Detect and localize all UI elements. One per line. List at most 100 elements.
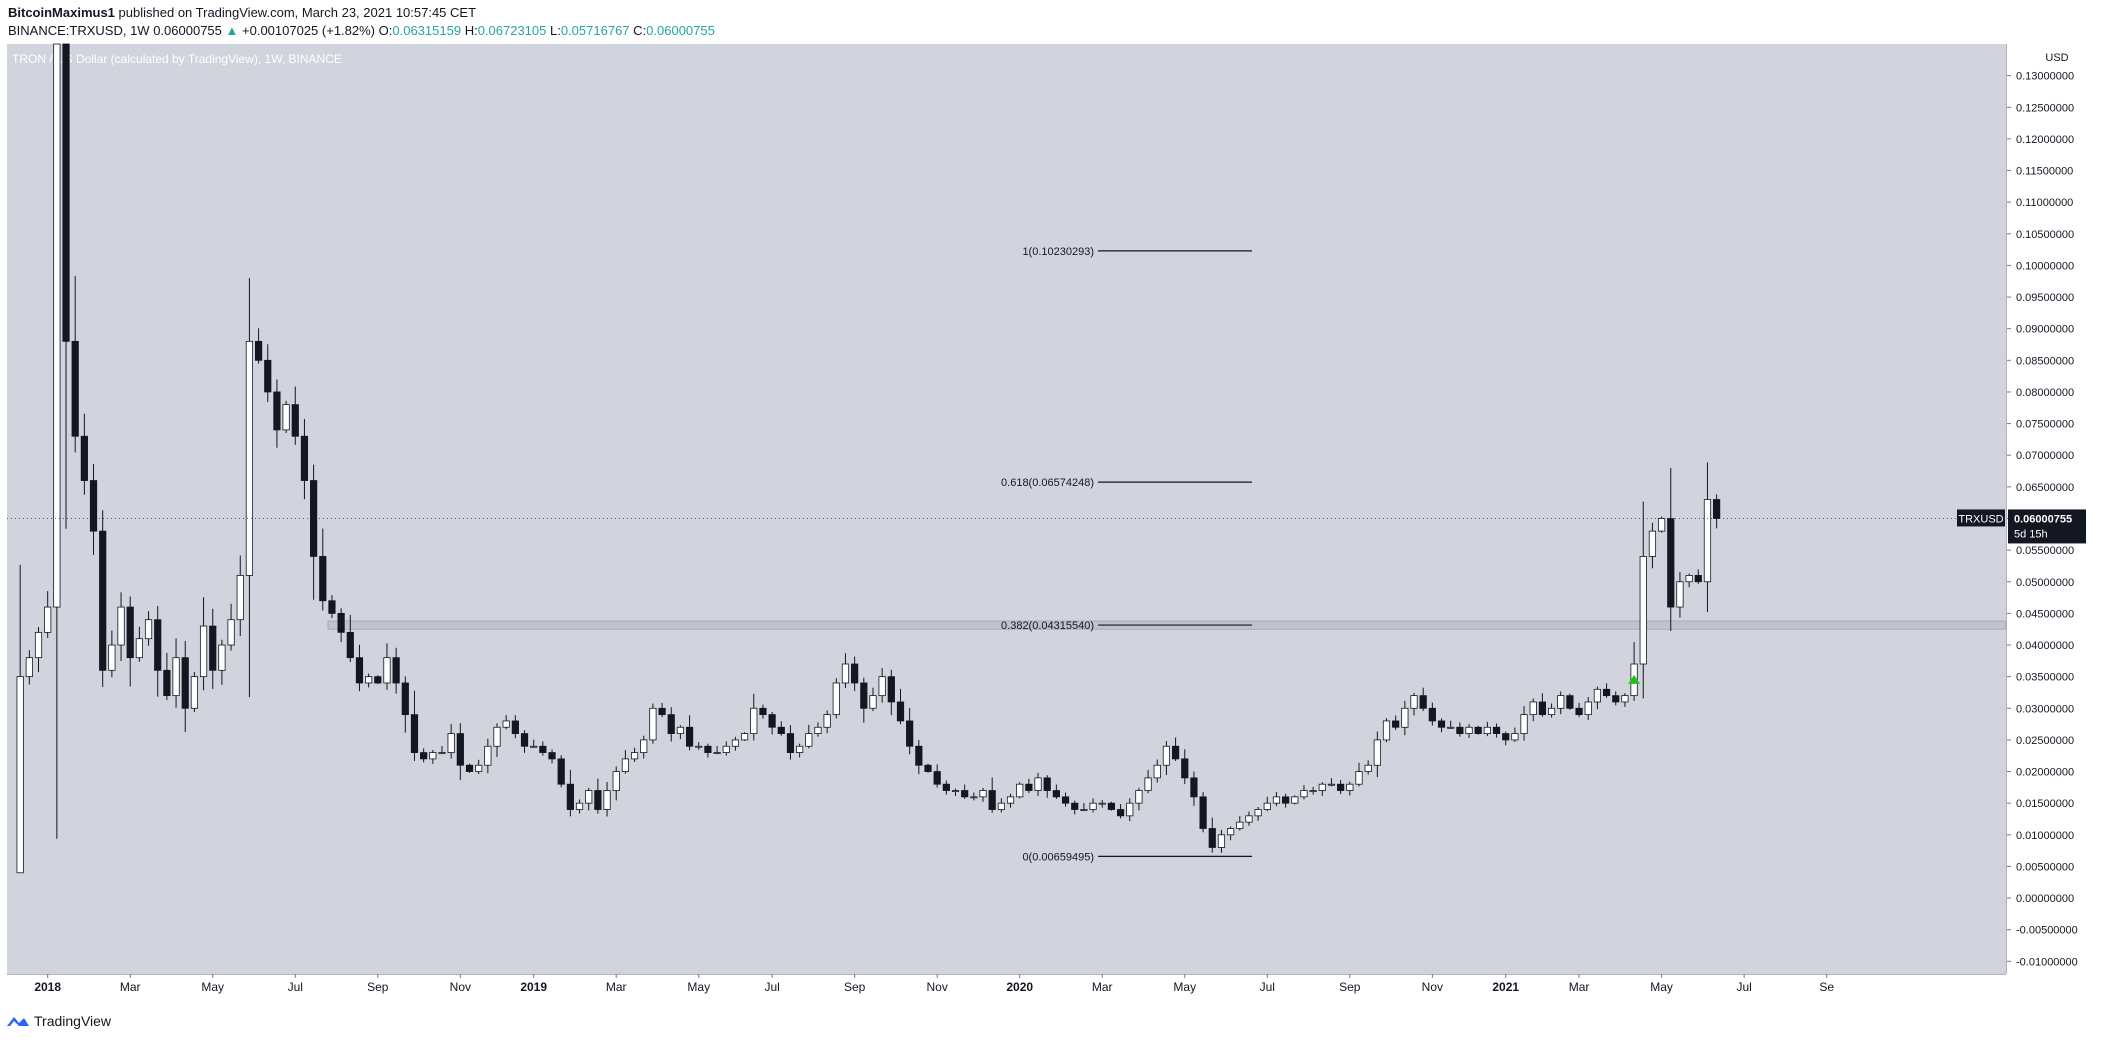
candle [603, 781, 611, 817]
y-tick-label: 0.05000000 [2016, 577, 2074, 589]
candle [62, 43, 70, 529]
candle [172, 638, 180, 708]
candle [1190, 771, 1198, 806]
candle [1703, 462, 1712, 613]
candle [1025, 778, 1033, 794]
y-tick-label: 0.04000000 [2016, 640, 2074, 652]
y-tick-label: 0.09500000 [2016, 292, 2074, 304]
candle [282, 400, 290, 433]
candle [44, 591, 52, 638]
candle [942, 780, 950, 795]
candle [1309, 786, 1317, 795]
candle [319, 528, 327, 611]
candle [1667, 468, 1675, 631]
x-tick-label: May [1650, 980, 1673, 994]
candle [1355, 762, 1363, 787]
candle [1511, 727, 1519, 743]
publisher-name[interactable]: BitcoinMaximus1 [8, 5, 115, 20]
x-tick-label: Nov [926, 980, 947, 994]
candle [1566, 693, 1574, 710]
candle [878, 668, 886, 703]
candle [1006, 793, 1015, 808]
candle [869, 687, 877, 712]
candle [750, 693, 758, 741]
candle [108, 630, 116, 678]
candle [796, 743, 804, 758]
y-tick-label: 0.00500000 [2016, 861, 2074, 873]
candle [741, 732, 749, 742]
marker-layer: TRXUSD 0.06000755 5d 15h [7, 509, 2086, 684]
candle [291, 386, 299, 445]
candle [979, 787, 987, 802]
candle [539, 741, 547, 756]
symbol-tag-bg [1957, 509, 2005, 527]
candle-layer [16, 43, 1721, 874]
y-tick-label: 0.13000000 [2016, 71, 2074, 83]
x-tick-label: Nov [450, 980, 471, 994]
fib-level-label: 0(0.00659495) [1022, 851, 1094, 863]
candle [823, 710, 831, 734]
y-axis-ticks: 0.13000000 0.12500000 0.12000000 0.11500000… [2007, 71, 2078, 968]
candle [310, 464, 318, 600]
candle [1135, 787, 1143, 811]
x-tick-label: Nov [1422, 980, 1443, 994]
x-tick-label: Jul [764, 980, 779, 994]
candle [612, 766, 620, 801]
candle [557, 755, 565, 788]
candle [731, 736, 740, 751]
candle [786, 725, 795, 760]
candle [126, 596, 134, 687]
candle [355, 644, 364, 692]
price-axis[interactable] [2007, 44, 2107, 974]
candle [1465, 724, 1473, 739]
candle [401, 676, 409, 733]
candle [1291, 795, 1299, 805]
candle [429, 750, 437, 764]
candle [1199, 792, 1207, 833]
candle [209, 608, 217, 689]
candle [328, 595, 336, 619]
y-tick-label: 0.05500000 [2016, 545, 2074, 557]
x-tick-label: 2018 [34, 980, 61, 994]
candle [1437, 718, 1446, 733]
candle [1107, 801, 1115, 811]
candle [475, 759, 483, 775]
candle [1520, 706, 1528, 741]
y-tick-label: 0.10000000 [2016, 260, 2074, 272]
candle [80, 413, 88, 495]
y-tick-label: 0.04500000 [2016, 608, 2074, 620]
candle [1584, 697, 1592, 720]
y-tick-label: 0.12500000 [2016, 102, 2074, 114]
candle [34, 627, 43, 673]
candle [640, 735, 648, 759]
candle [144, 611, 153, 646]
x-tick-label: May [687, 980, 710, 994]
tradingview-footer[interactable]: TradingView [6, 1013, 111, 1029]
candle [667, 707, 675, 742]
candle [89, 463, 98, 555]
candle [181, 640, 189, 733]
candle [465, 763, 474, 773]
candle [1034, 772, 1042, 796]
y-tick-label: 0.03000000 [2016, 703, 2074, 715]
candle [365, 673, 373, 688]
y-tick-label: 0.08500000 [2016, 355, 2074, 367]
candle [1502, 731, 1510, 746]
y-tick-label: 0.07000000 [2016, 450, 2074, 462]
chart-pane[interactable] [7, 44, 2006, 974]
candle [722, 741, 730, 756]
candle [1217, 829, 1226, 853]
candle [227, 603, 235, 651]
candle [410, 690, 419, 761]
candle [236, 555, 244, 637]
candle [1547, 703, 1556, 718]
candle [438, 746, 446, 755]
symbol-label: BINANCE:TRXUSD, 1W [8, 23, 150, 38]
tradingview-logo-icon [7, 1017, 29, 1026]
x-axis-ticks: 2018 Mar May Jul Sep Nov 2019 Mar May Jul Sep Nov 20… [34, 974, 1834, 994]
candle [1612, 691, 1620, 706]
candle [915, 739, 923, 775]
trx-chart[interactable]: TRON / US Dollar (calculated by TradingV… [0, 0, 2107, 1010]
candle [218, 639, 226, 685]
candle [1282, 793, 1290, 808]
